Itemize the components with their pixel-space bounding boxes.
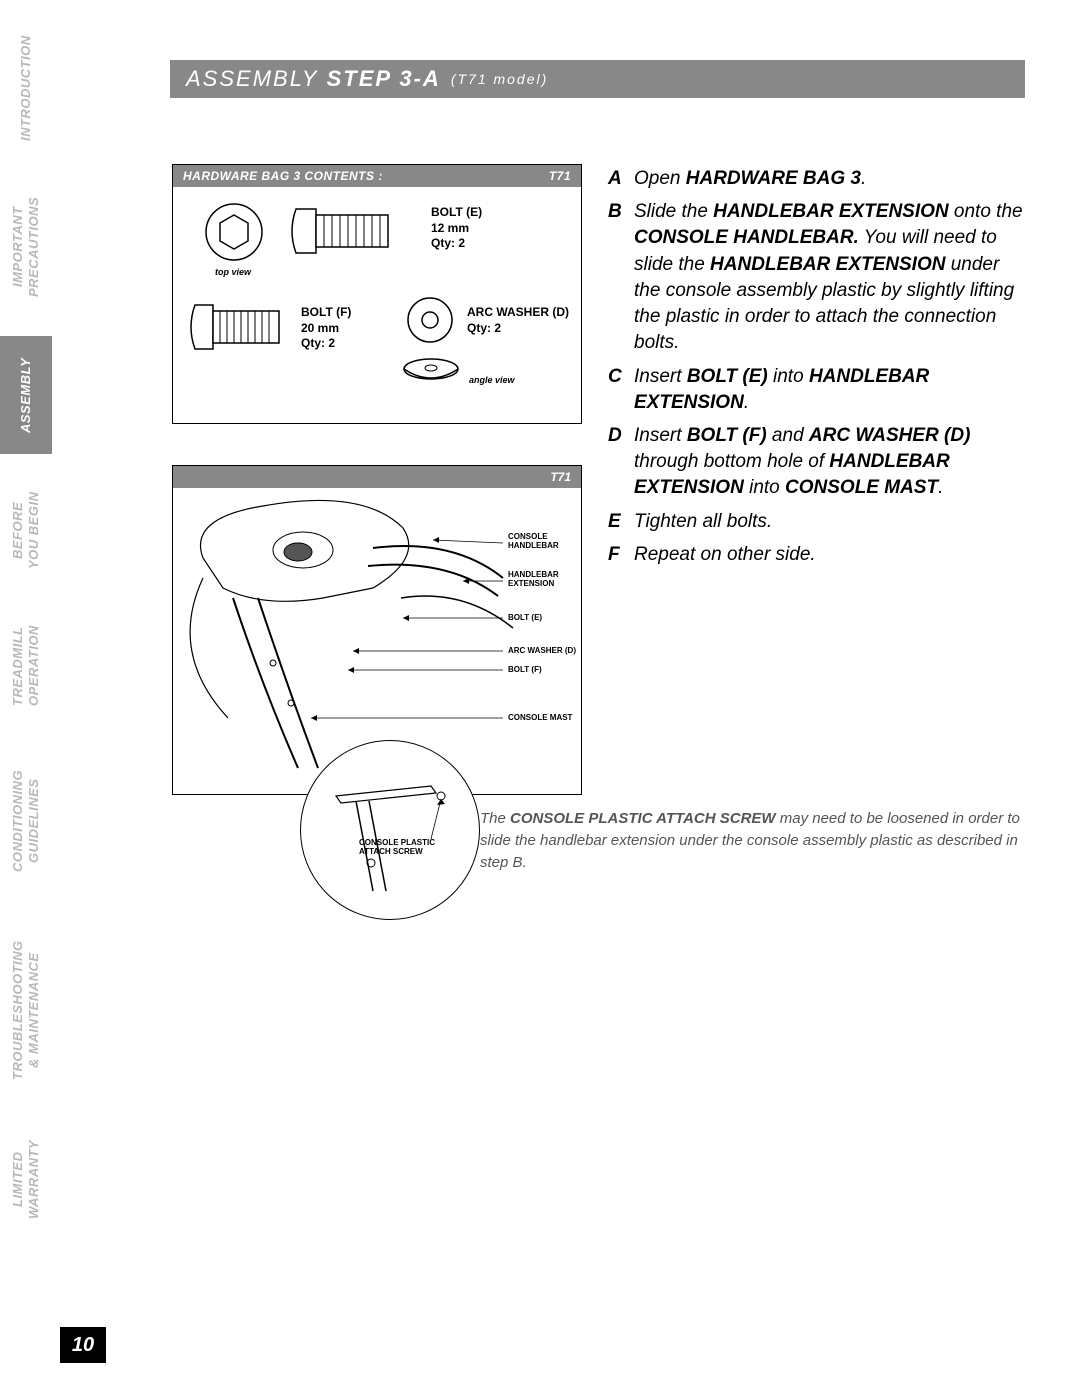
top-view-label: top view	[215, 267, 251, 277]
instruction-f-text: Repeat on other side.	[634, 542, 1023, 568]
label-bolt-f: BOLT (F)	[508, 666, 542, 675]
label-bolt-e: BOLT (E)	[508, 614, 542, 623]
instruction-d-text: Insert BOLT (F) and ARC WASHER (D) throu…	[634, 423, 1023, 502]
bolt-f-label: BOLT (F) 20 mm Qty: 2	[301, 305, 351, 352]
hardware-box: HARDWARE BAG 3 CONTENTS : T71 BOLT (E) 1…	[172, 164, 582, 424]
label-console-handlebar: CONSOLE HANDLEBAR	[508, 533, 559, 551]
instruction-a-text: Open HARDWARE BAG 3.	[634, 166, 1023, 192]
header-prefix: ASSEMBLY	[186, 66, 319, 92]
page-number: 10	[60, 1327, 106, 1363]
sidebar-tab-before: BEFORE YOU BEGIN	[0, 474, 52, 586]
instruction-b: B Slide the HANDLEBAR EXTENSION onto the…	[608, 199, 1023, 356]
header-model: (T71 model)	[451, 71, 548, 87]
detail-circle: CONSOLE PLASTIC ATTACH SCREW	[300, 740, 480, 920]
instruction-f: F Repeat on other side.	[608, 542, 1023, 568]
sidebar-tab-precautions: IMPORTANT PRECAUTIONS	[0, 178, 52, 316]
diagram-title-row: T71	[173, 466, 581, 488]
hardware-body: BOLT (E) 12 mm Qty: 2 top view BOLT (F) …	[173, 187, 581, 415]
section-header: ASSEMBLY STEP 3-A (T71 model)	[170, 60, 1025, 98]
sidebar-tab-introduction: INTRODUCTION	[0, 18, 52, 158]
instruction-b-text: Slide the HANDLEBAR EXTENSION onto the C…	[634, 199, 1023, 356]
sidebar-tab-troubleshooting: TROUBLESHOOTING & MAINTENANCE	[0, 916, 52, 1104]
sidebar-tab-operation: TREADMILL OPERATION	[0, 606, 52, 726]
bolt-f-side-icon	[187, 297, 287, 357]
instruction-d: D Insert BOLT (F) and ARC WASHER (D) thr…	[608, 423, 1023, 502]
sidebar-tab-warranty: LIMITED WARRANTY	[0, 1124, 52, 1234]
label-console-mast: CONSOLE MAST	[508, 714, 572, 723]
sidebar: INTRODUCTION IMPORTANT PRECAUTIONS ASSEM…	[0, 0, 52, 1397]
instruction-e-text: Tighten all bolts.	[634, 509, 1023, 535]
arc-washer-label: ARC WASHER (D) Qty: 2	[467, 305, 569, 336]
arc-washer-top-icon	[405, 295, 455, 345]
sidebar-tab-conditioning: CONDITIONING GUIDELINES	[0, 746, 52, 896]
hardware-title: HARDWARE BAG 3 CONTENTS :	[183, 169, 383, 183]
hardware-title-row: HARDWARE BAG 3 CONTENTS : T71	[173, 165, 581, 187]
bolt-e-label: BOLT (E) 12 mm Qty: 2	[431, 205, 482, 252]
hardware-model-tag: T71	[549, 169, 571, 183]
label-attach-screw: CONSOLE PLASTIC ATTACH SCREW	[359, 839, 435, 857]
header-step: STEP 3-A	[327, 66, 441, 92]
instruction-e: E Tighten all bolts.	[608, 509, 1023, 535]
arc-washer-angle-icon	[401, 357, 461, 387]
sidebar-tab-assembly: ASSEMBLY	[0, 336, 52, 454]
note-text: The CONSOLE PLASTIC ATTACH SCREW may nee…	[480, 808, 1025, 873]
instruction-a: A Open HARDWARE BAG 3.	[608, 166, 1023, 192]
instructions: A Open HARDWARE BAG 3. B Slide the HANDL…	[608, 166, 1023, 575]
bolt-e-top-icon	[203, 201, 265, 263]
angle-view-label: angle view	[469, 375, 515, 385]
label-arc-washer: ARC WASHER (D)	[508, 647, 576, 656]
diagram-model-tag: T71	[550, 470, 571, 484]
bolt-e-side-icon	[288, 201, 398, 261]
instruction-c: C Insert BOLT (E) into HANDLEBAR EXTENSI…	[608, 364, 1023, 416]
instruction-c-text: Insert BOLT (E) into HANDLEBAR EXTENSION…	[634, 364, 1023, 416]
label-handlebar-ext: HANDLEBAR EXTENSION	[508, 571, 559, 589]
detail-diagram	[301, 741, 481, 921]
